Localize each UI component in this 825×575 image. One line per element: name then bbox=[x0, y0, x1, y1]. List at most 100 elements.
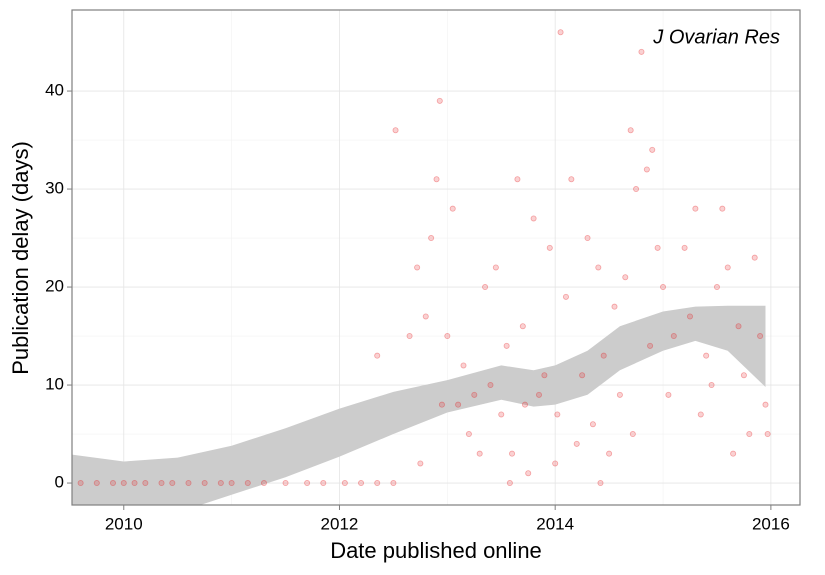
point bbox=[622, 274, 629, 281]
point bbox=[681, 244, 688, 251]
point bbox=[762, 401, 769, 408]
point bbox=[530, 215, 537, 222]
point bbox=[438, 401, 445, 408]
annotation: J Ovarian Res bbox=[652, 26, 780, 48]
point bbox=[595, 264, 602, 271]
point bbox=[392, 127, 399, 134]
point bbox=[611, 303, 618, 310]
y-axis-label: Publication delay (days) bbox=[8, 141, 33, 375]
point bbox=[142, 480, 149, 487]
point bbox=[584, 235, 591, 242]
point bbox=[647, 342, 654, 349]
point bbox=[746, 431, 753, 438]
point bbox=[686, 313, 693, 320]
y-tick-label: 40 bbox=[45, 81, 64, 100]
point bbox=[185, 480, 192, 487]
point bbox=[460, 362, 467, 369]
point bbox=[476, 450, 483, 457]
x-tick-label: 2016 bbox=[752, 514, 790, 533]
point bbox=[627, 127, 634, 134]
point bbox=[503, 342, 510, 349]
point bbox=[764, 431, 771, 438]
plot-border bbox=[71, 9, 801, 506]
point bbox=[751, 254, 758, 261]
point bbox=[465, 431, 472, 438]
point bbox=[730, 450, 737, 457]
point bbox=[735, 323, 742, 330]
x-axis-label: Date published online bbox=[330, 538, 542, 563]
y-tick-label: 10 bbox=[45, 375, 64, 394]
point bbox=[554, 411, 561, 418]
point bbox=[606, 450, 613, 457]
point bbox=[643, 166, 650, 173]
point bbox=[217, 480, 224, 487]
y-tick-label: 20 bbox=[45, 277, 64, 296]
point bbox=[670, 333, 677, 340]
point bbox=[109, 480, 116, 487]
point bbox=[697, 411, 704, 418]
point bbox=[341, 480, 348, 487]
point bbox=[600, 352, 607, 359]
point bbox=[757, 333, 764, 340]
point bbox=[506, 480, 513, 487]
point bbox=[492, 264, 499, 271]
point bbox=[422, 313, 429, 320]
point bbox=[414, 264, 421, 271]
point bbox=[374, 352, 381, 359]
point bbox=[320, 480, 327, 487]
point bbox=[417, 460, 424, 467]
band-layer bbox=[72, 305, 766, 505]
point bbox=[433, 176, 440, 183]
point bbox=[724, 264, 731, 271]
point bbox=[282, 480, 289, 487]
point bbox=[390, 480, 397, 487]
plot-background bbox=[72, 10, 800, 505]
point bbox=[638, 48, 645, 55]
point bbox=[629, 431, 636, 438]
point bbox=[406, 333, 413, 340]
point bbox=[482, 284, 489, 291]
points-layer bbox=[77, 29, 771, 487]
point bbox=[358, 480, 365, 487]
point bbox=[546, 244, 553, 251]
point bbox=[509, 450, 516, 457]
y-tick-label: 30 bbox=[45, 179, 64, 198]
point bbox=[660, 284, 667, 291]
point bbox=[692, 205, 699, 212]
point bbox=[568, 176, 575, 183]
x-tick-label: 2014 bbox=[536, 514, 574, 533]
point bbox=[557, 29, 564, 36]
point bbox=[131, 480, 138, 487]
point bbox=[654, 244, 661, 251]
point bbox=[498, 411, 505, 418]
point bbox=[665, 391, 672, 398]
point bbox=[374, 480, 381, 487]
point bbox=[521, 401, 528, 408]
point bbox=[519, 323, 526, 330]
x-tick-label: 2010 bbox=[105, 514, 143, 533]
point bbox=[304, 480, 311, 487]
point bbox=[552, 460, 559, 467]
point bbox=[616, 391, 623, 398]
point bbox=[589, 421, 596, 428]
point bbox=[514, 176, 521, 183]
axes: 0 10 20 30 40 2010 2012 2014 2016 bbox=[45, 81, 790, 534]
point bbox=[708, 382, 715, 389]
point bbox=[562, 293, 569, 300]
point bbox=[455, 401, 462, 408]
point bbox=[525, 470, 532, 477]
point bbox=[740, 372, 747, 379]
point bbox=[169, 480, 176, 487]
y-tick-label: 0 bbox=[55, 473, 64, 492]
point bbox=[201, 480, 208, 487]
point bbox=[436, 97, 443, 104]
point bbox=[713, 284, 720, 291]
point bbox=[535, 391, 542, 398]
point bbox=[449, 205, 456, 212]
point bbox=[77, 480, 84, 487]
point bbox=[120, 480, 127, 487]
point bbox=[597, 480, 604, 487]
point bbox=[573, 440, 580, 447]
point bbox=[579, 372, 586, 379]
